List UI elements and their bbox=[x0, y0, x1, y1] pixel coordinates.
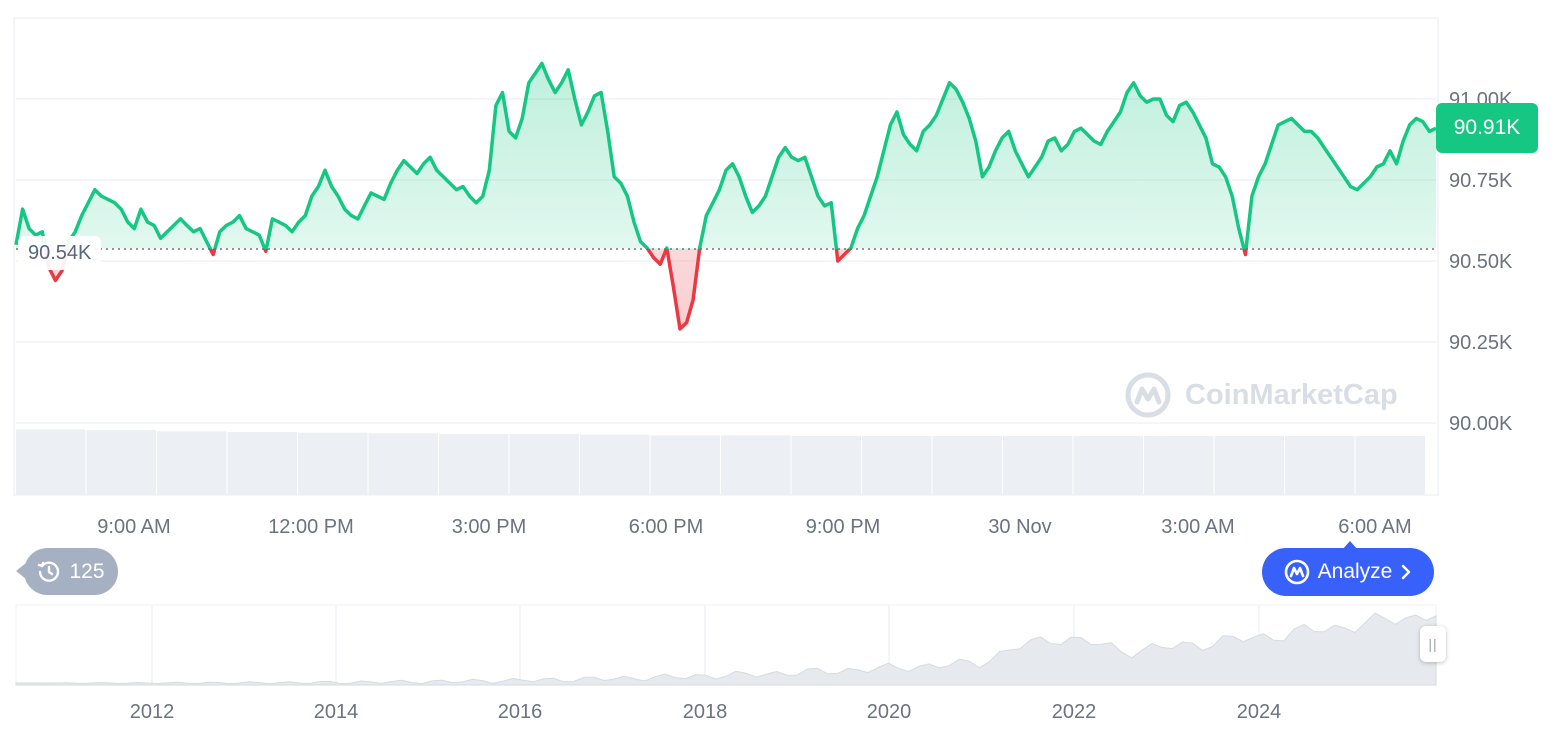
volume-bar bbox=[862, 436, 932, 495]
navigator-tick-label: 2018 bbox=[683, 701, 728, 723]
volume-bar bbox=[721, 435, 791, 495]
x-tick-label: 6:00 AM bbox=[1338, 516, 1411, 538]
volume-bar bbox=[1003, 436, 1073, 495]
price-area bbox=[14, 61, 1437, 331]
volume-bar bbox=[932, 436, 1002, 495]
x-tick-label: 9:00 AM bbox=[97, 516, 170, 538]
coinmarketcap-logo-icon bbox=[1284, 559, 1309, 585]
volume-bar bbox=[1285, 436, 1355, 495]
drag-handle-icon: || bbox=[1428, 636, 1438, 652]
navigator-tick-label: 2012 bbox=[130, 701, 175, 723]
volume-bar bbox=[157, 431, 227, 495]
range-drag-handle[interactable]: || bbox=[1420, 626, 1446, 662]
x-tick-label: 3:00 PM bbox=[452, 516, 526, 538]
volume-bar bbox=[1073, 436, 1143, 495]
x-tick-label: 9:00 PM bbox=[806, 516, 880, 538]
coinmarketcap-logo-icon bbox=[1125, 372, 1171, 418]
volume-bar bbox=[227, 432, 297, 495]
x-tick-label: 6:00 PM bbox=[629, 516, 703, 538]
navigator-tick-label: 2022 bbox=[1052, 701, 1097, 723]
navigator-tick-label: 2024 bbox=[1237, 701, 1282, 723]
watermark: CoinMarketCap bbox=[1125, 372, 1398, 418]
chevron-right-icon bbox=[1402, 564, 1411, 580]
watermark-text: CoinMarketCap bbox=[1185, 378, 1398, 411]
navigator-tick-label: 2020 bbox=[867, 701, 912, 723]
volume-bar bbox=[580, 434, 650, 495]
x-tick-label: 12:00 PM bbox=[268, 516, 354, 538]
volume-bar bbox=[650, 435, 720, 495]
x-tick-label: 30 Nov bbox=[988, 516, 1051, 538]
volume-bar bbox=[791, 436, 861, 495]
area-fill-above bbox=[16, 63, 1436, 249]
price-line-up bbox=[14, 61, 1437, 249]
volume-bar bbox=[368, 433, 438, 495]
y-tick-label: 90.75K bbox=[1449, 170, 1513, 192]
analyze-button[interactable]: Analyze bbox=[1262, 548, 1434, 596]
navigator-tick-label: 2014 bbox=[314, 701, 359, 723]
history-clock-icon bbox=[38, 561, 60, 582]
history-button[interactable]: 125 bbox=[16, 548, 118, 595]
x-tick-label: 3:00 AM bbox=[1161, 516, 1234, 538]
range-navigator[interactable]: 2012 2014 2016 2018 2020 2022 2024 bbox=[15, 604, 1437, 723]
current-price-badge: 90.91K bbox=[1436, 103, 1538, 153]
x-axis: 9:00 AM 12:00 PM 3:00 PM 6:00 PM 9:00 PM 30 N… bbox=[97, 516, 1411, 538]
y-tick-label: 90.00K bbox=[1449, 413, 1513, 435]
analyze-pointer bbox=[1342, 541, 1358, 550]
navigator-x-axis: 2012 2014 2016 2018 2020 2022 2024 bbox=[130, 701, 1282, 723]
volume-bars bbox=[16, 429, 1425, 495]
open-price-label: 90.54K bbox=[18, 236, 102, 270]
navigator-area bbox=[15, 612, 1437, 686]
analyze-label: Analyze bbox=[1317, 560, 1393, 583]
y-tick-label: 90.25K bbox=[1449, 332, 1513, 354]
navigator-tick-label: 2016 bbox=[498, 701, 543, 723]
volume-bar bbox=[1355, 436, 1425, 495]
volume-bar bbox=[298, 432, 368, 495]
volume-bar bbox=[16, 429, 86, 495]
volume-bar bbox=[86, 430, 156, 495]
volume-bar bbox=[1214, 436, 1284, 495]
history-count: 125 bbox=[69, 559, 105, 583]
volume-bar bbox=[509, 434, 579, 495]
y-tick-label: 90.50K bbox=[1449, 251, 1513, 273]
volume-bar bbox=[1144, 436, 1214, 495]
volume-bar bbox=[439, 434, 509, 495]
